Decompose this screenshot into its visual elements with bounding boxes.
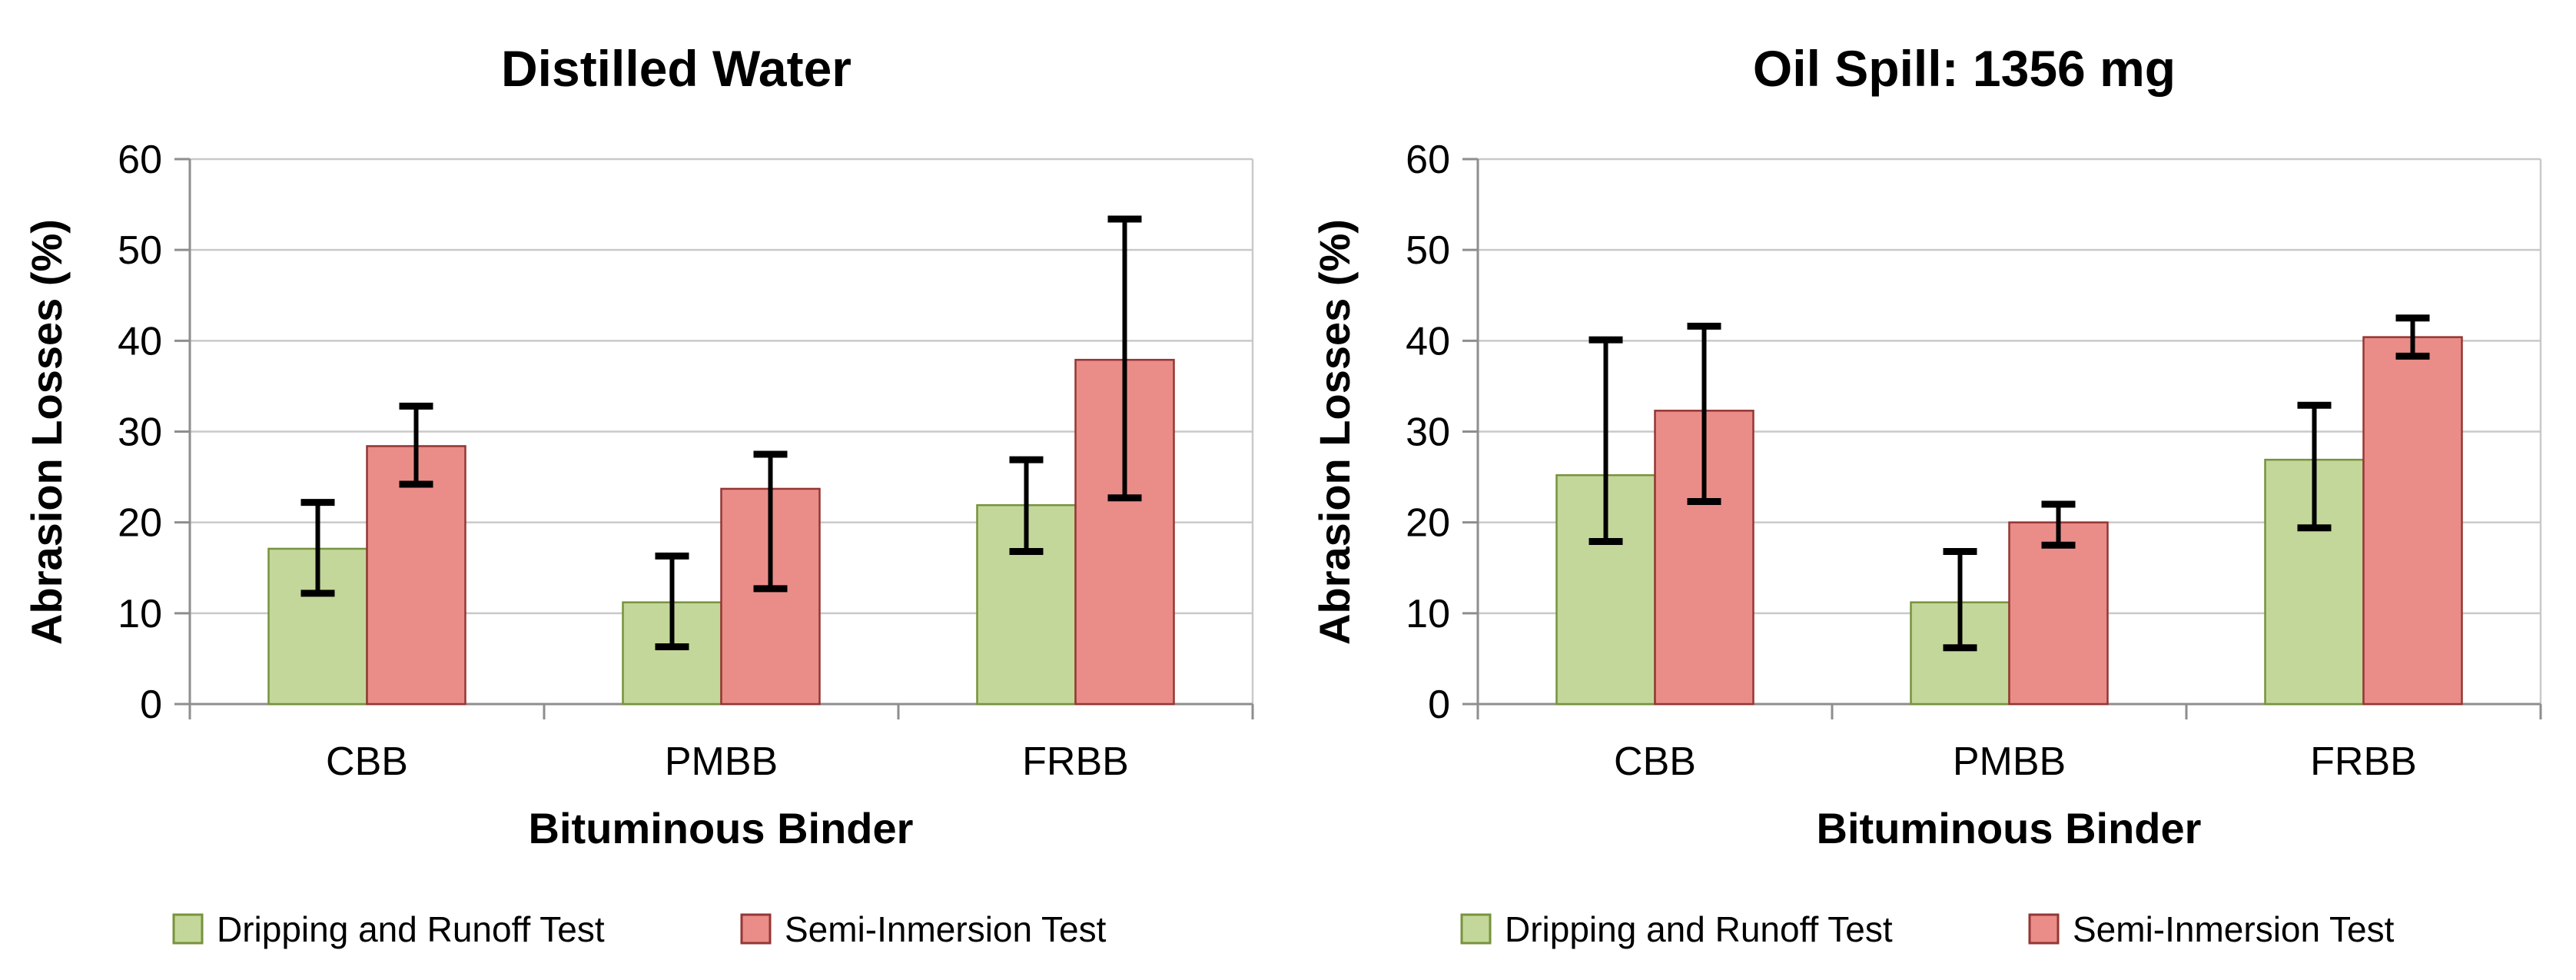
y-tick-label: 60 [118, 138, 162, 182]
chart-panel-oil-spill: Oil Spill: 1356 mg Abrasion Losses (%) B… [1288, 0, 2576, 980]
chart-title: Oil Spill: 1356 mg [1753, 40, 2176, 97]
legend-label-dripping-runoff: Dripping and Runoff Test [217, 909, 605, 949]
x-axis-title: Bituminous Binder [529, 804, 914, 852]
x-axis-title: Bituminous Binder [1817, 804, 2202, 852]
bar-PMBB-series0 [622, 601, 722, 706]
legend-label-dripping-runoff: Dripping and Runoff Test [1505, 909, 1893, 949]
x-category-label: CBB [326, 739, 408, 784]
legend-label-semi-inmersion: Semi-Inmersion Test [2073, 909, 2395, 949]
y-tick-label: 30 [118, 410, 162, 455]
legend: Dripping and Runoff Test Semi-Inmersion … [172, 909, 1107, 949]
x-category-label: PMBB [665, 739, 778, 784]
legend-label-semi-inmersion: Semi-Inmersion Test [785, 909, 1107, 949]
y-tick-label: 60 [1406, 138, 1450, 182]
distilled-water-bar-chart: Distilled Water Abrasion Losses (%) Bitu… [22, 40, 1254, 949]
plot-area: 0 10 20 30 40 50 60 CBB PMBB FRBB [118, 138, 1254, 784]
y-tick-label: 10 [118, 592, 162, 636]
bar-CBB-series1 [366, 445, 466, 706]
x-category-label: FRBB [1022, 739, 1129, 784]
y-tick-label: 20 [1406, 501, 1450, 546]
y-tick-label: 0 [140, 683, 162, 727]
chart-title: Distilled Water [501, 40, 851, 97]
y-tick-label: 30 [1406, 410, 1450, 455]
y-tick-label: 40 [1406, 319, 1450, 364]
x-category-label: FRBB [2310, 739, 2417, 784]
y-tick-label: 50 [118, 228, 162, 273]
x-category-label: PMBB [1953, 739, 2066, 784]
y-tick-label: 50 [1406, 228, 1450, 273]
bar-PMBB-series0 [1910, 601, 2010, 706]
y-tick-label: 40 [118, 319, 162, 364]
legend-swatch-dripping-runoff [1460, 913, 1492, 945]
legend-swatch-semi-inmersion [2028, 913, 2060, 945]
legend-swatch-semi-inmersion [740, 913, 772, 945]
legend-swatch-dripping-runoff [172, 913, 204, 945]
y-axis-title: Abrasion Losses (%) [1310, 219, 1359, 645]
x-category-label: CBB [1614, 739, 1696, 784]
y-tick-label: 10 [1406, 592, 1450, 636]
bar-FRBB-series1 [2362, 336, 2463, 706]
y-tick-label: 20 [118, 501, 162, 546]
oil-spill-bar-chart: Oil Spill: 1356 mg Abrasion Losses (%) B… [1310, 40, 2542, 949]
legend: Dripping and Runoff Test Semi-Inmersion … [1460, 909, 2395, 949]
plot-area: 0 10 20 30 40 50 60 CBB PMBB FRBB [1406, 138, 2542, 784]
y-tick-label: 0 [1428, 683, 1450, 727]
y-axis-title: Abrasion Losses (%) [22, 219, 71, 645]
bar-PMBB-series1 [2008, 521, 2109, 706]
chart-panel-distilled-water: Distilled Water Abrasion Losses (%) Bitu… [22, 40, 1254, 949]
